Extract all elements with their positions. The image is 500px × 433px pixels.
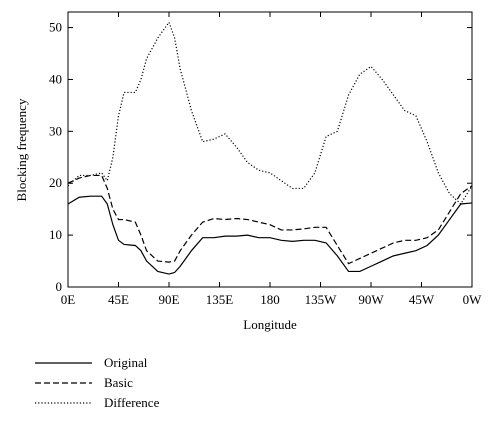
y-axis-label: Blocking frequency	[14, 98, 29, 201]
series-line	[67, 174, 473, 265]
y-tick-label: 30	[49, 123, 62, 138]
x-tick-label: 135E	[206, 292, 234, 307]
legend-label: Original	[104, 355, 148, 370]
y-tick-label: 20	[49, 175, 62, 190]
series-line	[67, 21, 473, 205]
x-tick-label: 90E	[159, 292, 180, 307]
x-axis-label: Longitude	[243, 317, 297, 332]
y-tick-label: 50	[49, 20, 62, 35]
x-tick-label: 0W	[463, 292, 483, 307]
x-tick-label: 45E	[108, 292, 129, 307]
x-tick-label: 45W	[409, 292, 435, 307]
x-tick-label: 135W	[305, 292, 338, 307]
plot-frame	[67, 11, 473, 288]
y-tick-label: 40	[49, 71, 62, 86]
y-tick-label: 0	[56, 279, 63, 294]
x-tick-label: 180	[260, 292, 280, 307]
x-tick-label: 0E	[61, 292, 76, 307]
x-tick-label: 90W	[358, 292, 384, 307]
legend-label: Difference	[104, 395, 160, 410]
series-line	[67, 195, 473, 275]
y-tick-label: 10	[49, 227, 62, 242]
legend-label: Basic	[104, 375, 133, 390]
